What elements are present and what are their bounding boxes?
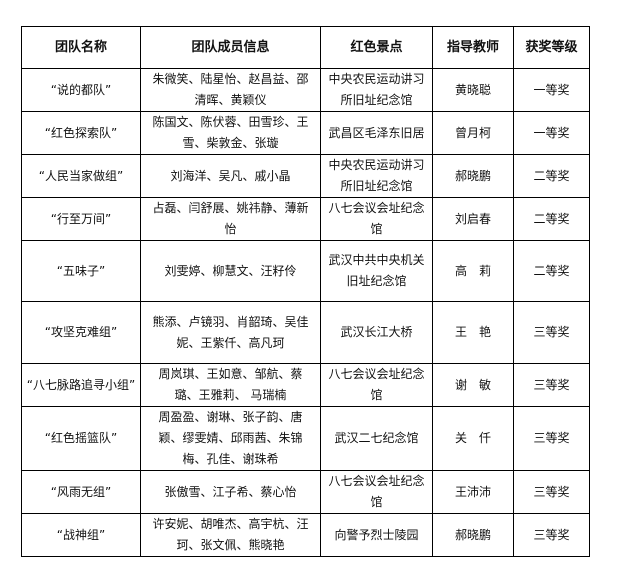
cell-award: 一等奖	[513, 111, 590, 155]
cell-teacher: 王 艳	[432, 301, 514, 364]
cell-award: 三等奖	[513, 470, 590, 514]
cell-team: “风雨无组”	[21, 470, 141, 514]
cell-site: 中央农民运动讲习所旧址纪念馆	[320, 68, 433, 112]
cell-members: 张傲雪、江子希、蔡心怡	[140, 470, 321, 514]
cell-team: “五味子”	[21, 240, 141, 302]
table-row: “八七脉路追寻小组” 周岚琪、王如意、邹航、蔡璐、王雅莉、 马瑞楠 八七会议会址纪念…	[21, 363, 590, 407]
cell-site: 中央农民运动讲习所旧址纪念馆	[320, 154, 433, 198]
table-row: “红色探索队” 陈国文、陈伏蓉、田雪珍、王雪、柴敦金、张璇 武昌区毛泽东旧居 曾月柯一…	[21, 111, 590, 155]
table-row: “五味子” 刘雯婷、柳慧文、汪籽伶 武汉中共中央机关旧址纪念馆高 莉二等奖	[21, 240, 590, 302]
cell-team: “说的都队”	[21, 68, 141, 112]
table-row: “战神组” 许安妮、胡唯杰、高宇杭、汪珂、张文佩、熊晓艳 向警予烈士陵园 郝晓鹏 三等奖	[21, 513, 590, 557]
cell-site: 向警予烈士陵园	[320, 513, 433, 557]
cell-members: 熊添、卢镜羽、肖韶琦、吴佳妮、王紫仟、高凡珂	[140, 301, 321, 364]
cell-site: 武昌区毛泽东旧居	[320, 111, 433, 155]
cell-members: 占磊、闫舒展、姚祎静、薄新怡	[140, 197, 321, 241]
table-row: “攻坚克难组” 熊添、卢镜羽、肖韶琦、吴佳妮、王紫仟、高凡珂 武汉长江大桥王 艳三等…	[21, 301, 590, 364]
cell-team: “攻坚克难组”	[21, 301, 141, 364]
cell-teacher: 高 莉	[432, 240, 514, 302]
cell-members: 周岚琪、王如意、邹航、蔡璐、王雅莉、 马瑞楠	[140, 363, 321, 407]
cell-site: 八七会议会址纪念馆	[320, 470, 433, 514]
cell-teacher: 谢 敏	[432, 363, 514, 407]
cell-award: 三等奖	[513, 301, 590, 364]
cell-award: 二等奖	[513, 240, 590, 302]
cell-team: “战神组”	[21, 513, 141, 557]
cell-teacher: 王沛沛	[432, 470, 514, 514]
cell-teacher: 关 仟	[432, 406, 514, 471]
table-row: “说的都队” 朱微笑、陆星怡、赵昌益、邵清晖、黄颖仪 中央农民运动讲习所旧址纪念馆黄…	[21, 68, 590, 112]
header-teacher: 指导教师	[432, 26, 514, 69]
cell-site: 武汉长江大桥	[320, 301, 433, 364]
table-row: “风雨无组” 张傲雪、江子希、蔡心怡 八七会议会址纪念馆 王沛沛 三等奖	[21, 470, 590, 514]
cell-site: 八七会议会址纪念馆	[320, 197, 433, 241]
cell-teacher: 郝晓鹏	[432, 513, 514, 557]
cell-members: 许安妮、胡唯杰、高宇杭、汪珂、张文佩、熊晓艳	[140, 513, 321, 557]
header-members: 团队成员信息	[140, 26, 321, 69]
cell-teacher: 郝晓鹏	[432, 154, 514, 198]
cell-members: 陈国文、陈伏蓉、田雪珍、王雪、柴敦金、张璇	[140, 111, 321, 155]
cell-team: “八七脉路追寻小组”	[21, 363, 141, 407]
cell-award: 二等奖	[513, 197, 590, 241]
header-row: 团队名称 团队成员信息 红色景点 指导教师 获奖等级	[21, 26, 590, 69]
header-award: 获奖等级	[513, 26, 590, 69]
cell-teacher: 曾月柯	[432, 111, 514, 155]
cell-award: 一等奖	[513, 68, 590, 112]
cell-members: 刘海洋、吴凡、戚小晶	[140, 154, 321, 198]
cell-members: 朱微笑、陆星怡、赵昌益、邵清晖、黄颖仪	[140, 68, 321, 112]
header-site: 红色景点	[320, 26, 433, 69]
cell-team: “行至万间”	[21, 197, 141, 241]
table-row: “人民当家做组” 刘海洋、吴凡、戚小晶 中央农民运动讲习所旧址纪念馆 郝晓鹏 二等奖	[21, 154, 590, 198]
cell-award: 三等奖	[513, 513, 590, 557]
cell-team: “红色摇篮队”	[21, 406, 141, 471]
cell-members: 周盈盈、谢琳、张子韵、唐颖、缪雯婧、邱雨茜、朱锦梅、孔佳、谢珠希	[140, 406, 321, 471]
cell-teacher: 黄晓聪	[432, 68, 514, 112]
cell-members: 刘雯婷、柳慧文、汪籽伶	[140, 240, 321, 302]
awards-table: 团队名称 团队成员信息 红色景点 指导教师 获奖等级 “说的都队” 朱微笑、陆星怡…	[21, 26, 590, 557]
cell-teacher: 刘启春	[432, 197, 514, 241]
cell-site: 武汉中共中央机关旧址纪念馆	[320, 240, 433, 302]
cell-award: 三等奖	[513, 406, 590, 471]
header-team: 团队名称	[21, 26, 141, 69]
cell-award: 三等奖	[513, 363, 590, 407]
table-row: “行至万间” 占磊、闫舒展、姚祎静、薄新怡 八七会议会址纪念馆 刘启春 二等奖	[21, 197, 590, 241]
cell-team: “人民当家做组”	[21, 154, 141, 198]
cell-award: 二等奖	[513, 154, 590, 198]
cell-site: 武汉二七纪念馆	[320, 406, 433, 471]
cell-team: “红色探索队”	[21, 111, 141, 155]
table-row: “红色摇篮队” 周盈盈、谢琳、张子韵、唐颖、缪雯婧、邱雨茜、朱锦梅、孔佳、谢珠希武…	[21, 406, 590, 471]
cell-site: 八七会议会址纪念馆	[320, 363, 433, 407]
